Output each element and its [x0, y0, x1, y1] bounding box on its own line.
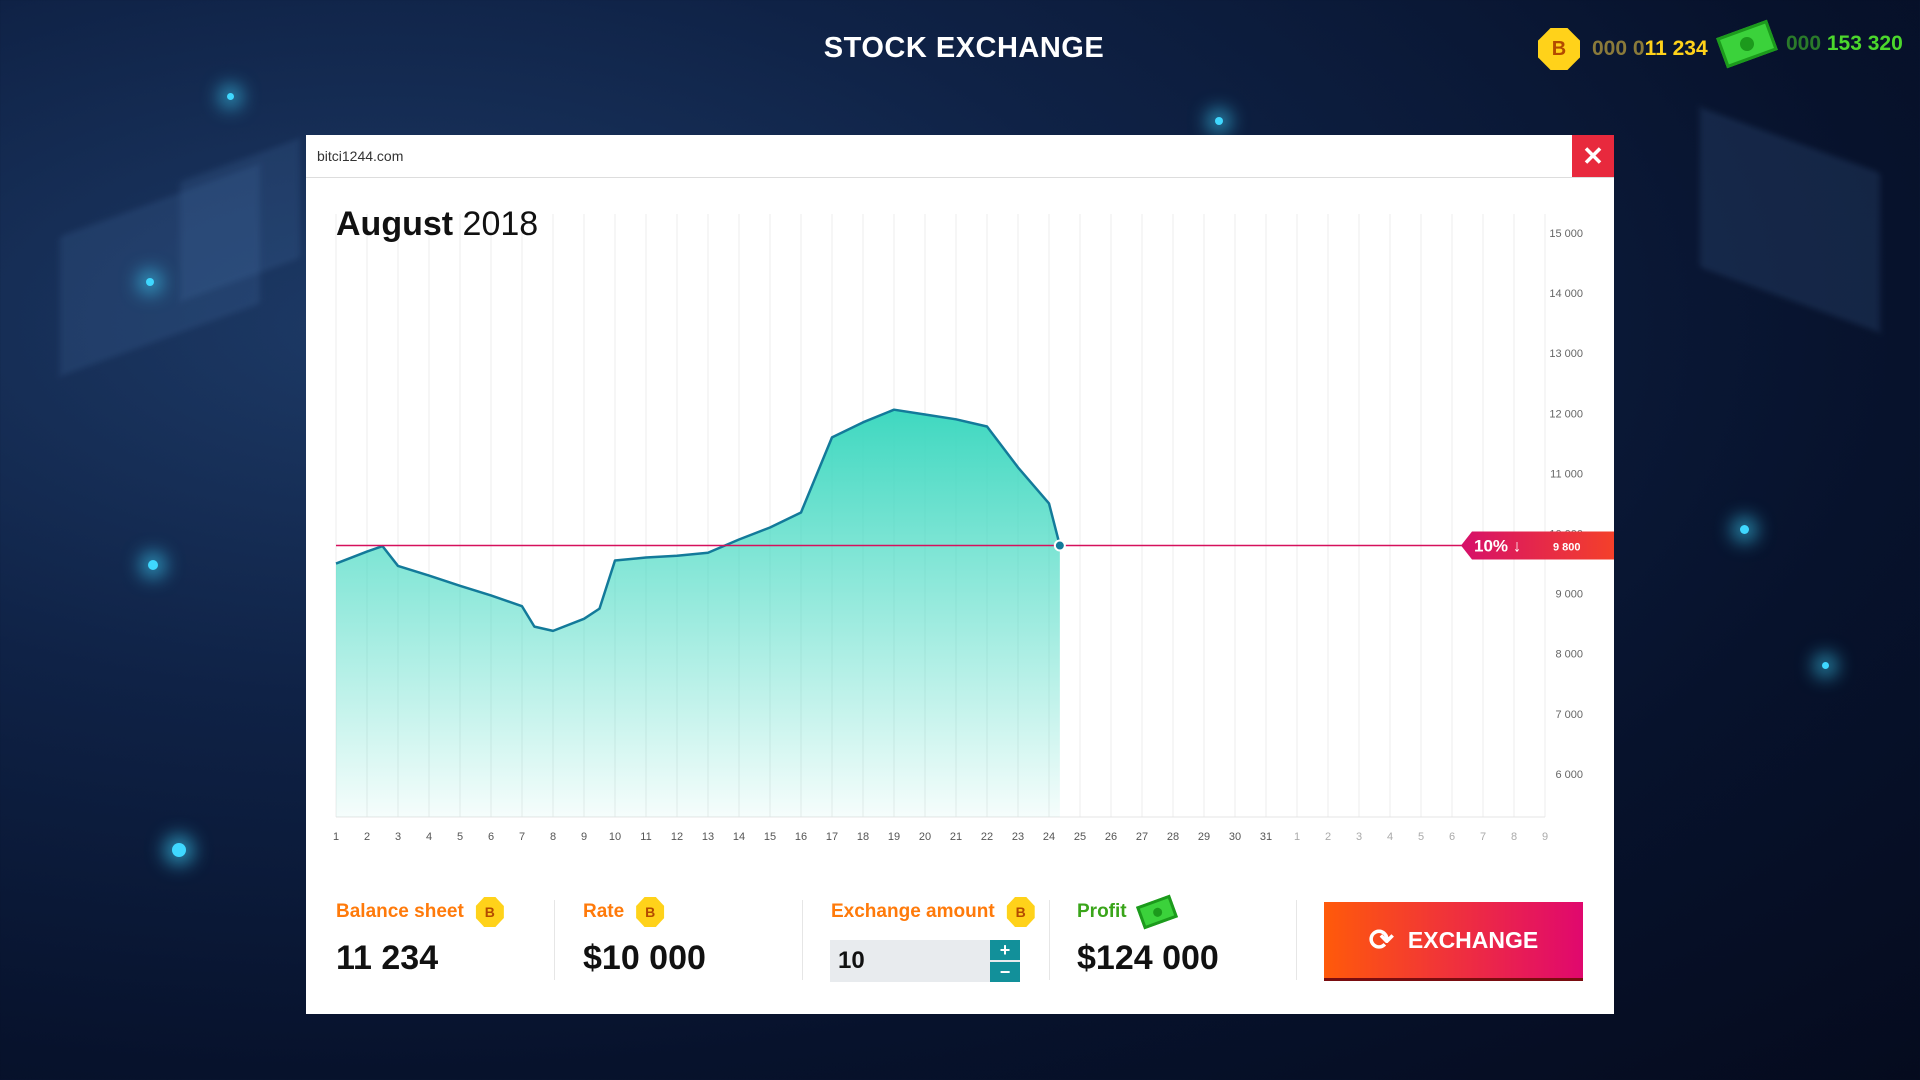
x-tick-label: 10 [609, 831, 621, 843]
x-tick-label: 7 [1480, 831, 1486, 843]
exchange-amount-section: Exchange amount B [831, 897, 1035, 927]
balance-value: 11 234 [336, 939, 439, 977]
decrement-button[interactable]: − [990, 962, 1020, 982]
price-chart: 1 2 3 4 5 6 7 8 9 10 11 12 13 14 15 16 17 18 19 20 21 22 23 24 2… [333, 214, 1614, 843]
bitcoin-icon: B [1538, 28, 1580, 70]
increment-button[interactable]: + [990, 940, 1020, 960]
x-tick-label: 3 [395, 831, 401, 843]
x-tick-label: 6 [1449, 831, 1455, 843]
current-price-label: 9 800 [1553, 542, 1581, 554]
profit-label: Profit [1077, 901, 1127, 922]
exchange-icon: ⟳ [1368, 923, 1394, 957]
x-tick-label: 7 [519, 831, 525, 843]
exchange-button-label: EXCHANGE [1407, 926, 1539, 953]
price-area [336, 409, 1060, 817]
cash-balance-dim: 000 [1786, 32, 1827, 55]
bitcoin-icon: B [1006, 897, 1035, 927]
x-tick-label: 5 [457, 831, 463, 843]
x-tick-label: 23 [1012, 831, 1024, 843]
chart-title: August 2018 [336, 205, 538, 244]
url-label: bitci1244.com [317, 148, 404, 164]
x-tick-label: 16 [795, 831, 807, 843]
balance-section: Balance sheet B 11 234 [336, 897, 504, 978]
x-tick-label: 9 [581, 831, 587, 843]
x-tick-label: 24 [1043, 831, 1055, 843]
y-tick-label: 13 000 [1549, 348, 1583, 360]
x-tick-label: 17 [826, 831, 838, 843]
price-change-label: 10% ↓ [1474, 537, 1521, 556]
rate-label: Rate [583, 901, 625, 922]
y-tick-label: 14 000 [1549, 288, 1583, 300]
current-price-tag [1461, 531, 1614, 560]
page-title: STOCK EXCHANGE [823, 32, 1105, 64]
y-tick-label: 7 000 [1555, 709, 1583, 721]
x-tick-label: 3 [1356, 831, 1362, 843]
x-tick-label: 1 [1294, 831, 1300, 843]
x-tick-label: 31 [1260, 831, 1272, 843]
chart-year: 2018 [462, 205, 539, 243]
y-tick-label: 15 000 [1549, 228, 1583, 240]
exchange-amount-input[interactable]: 10 [830, 940, 1020, 982]
bitcoin-icon: B [475, 897, 504, 927]
bitcoin-balance: B 000 011 234 [1538, 28, 1708, 70]
divider [554, 900, 555, 980]
profit-section: Profit $124 000 [1077, 894, 1219, 978]
rate-section: Rate B $10 000 [583, 897, 706, 978]
cash-balance-value: 153 320 [1826, 32, 1903, 55]
y-tick-label: 9 000 [1555, 589, 1583, 601]
x-tick-label: 8 [1511, 831, 1517, 843]
y-tick-label: 6 000 [1555, 769, 1583, 781]
x-tick-label: 29 [1198, 831, 1210, 843]
bitcoin-balance-value: 11 234 [1644, 37, 1708, 60]
x-tick-label: 26 [1105, 831, 1117, 843]
x-tick-label: 20 [919, 831, 931, 843]
x-tick-label: 5 [1418, 831, 1424, 843]
x-tick-label: 12 [671, 831, 683, 843]
bitcoin-balance-dim: 000 0 [1592, 37, 1645, 60]
x-tick-label: 27 [1136, 831, 1148, 843]
close-button[interactable]: ✕ [1572, 135, 1614, 177]
window-header: bitci1244.com [306, 135, 1614, 178]
x-tick-label: 18 [857, 831, 869, 843]
x-tick-label: 15 [764, 831, 776, 843]
balance-label: Balance sheet [336, 901, 464, 922]
cash-icon [1135, 894, 1178, 930]
exchange-window: bitci1244.com ✕ 1 2 3 4 5 6 7 8 9 10 11 12 13 14 15 16 1… [306, 135, 1614, 1014]
y-tick-label: 8 000 [1555, 649, 1583, 661]
divider [802, 900, 803, 980]
x-tick-label: 2 [364, 831, 370, 843]
divider [1049, 900, 1050, 980]
x-tick-label: 13 [702, 831, 714, 843]
exchange-button[interactable]: ⟳ EXCHANGE [1324, 902, 1583, 981]
x-tick-label: 22 [981, 831, 993, 843]
rate-value: $10 000 [583, 939, 706, 977]
profit-value: $124 000 [1077, 939, 1219, 977]
y-tick-label: 11 000 [1550, 468, 1583, 480]
x-tick-label: 28 [1167, 831, 1179, 843]
chart-month: August [336, 205, 454, 243]
x-tick-label: 21 [950, 831, 962, 843]
x-tick-label: 1 [333, 831, 339, 843]
price-line [335, 408, 1062, 633]
bitcoin-icon: B [636, 897, 665, 927]
divider [1296, 900, 1297, 980]
x-tick-label: 8 [550, 831, 556, 843]
x-tick-label: 30 [1229, 831, 1241, 843]
x-tick-label: 11 [640, 831, 651, 843]
x-tick-label: 4 [426, 831, 432, 843]
current-price-marker [1053, 539, 1066, 552]
x-tick-label: 2 [1325, 831, 1331, 843]
x-tick-label: 6 [488, 831, 494, 843]
x-tick-label: 9 [1542, 831, 1548, 843]
exchange-amount-label: Exchange amount [831, 901, 995, 922]
x-tick-label: 4 [1387, 831, 1393, 843]
x-tick-label: 25 [1074, 831, 1086, 843]
y-tick-label: 12 000 [1549, 408, 1583, 420]
cash-balance: 000 153 320 [1716, 19, 1903, 69]
x-tick-label: 14 [733, 831, 745, 843]
x-tick-label: 19 [888, 831, 900, 843]
